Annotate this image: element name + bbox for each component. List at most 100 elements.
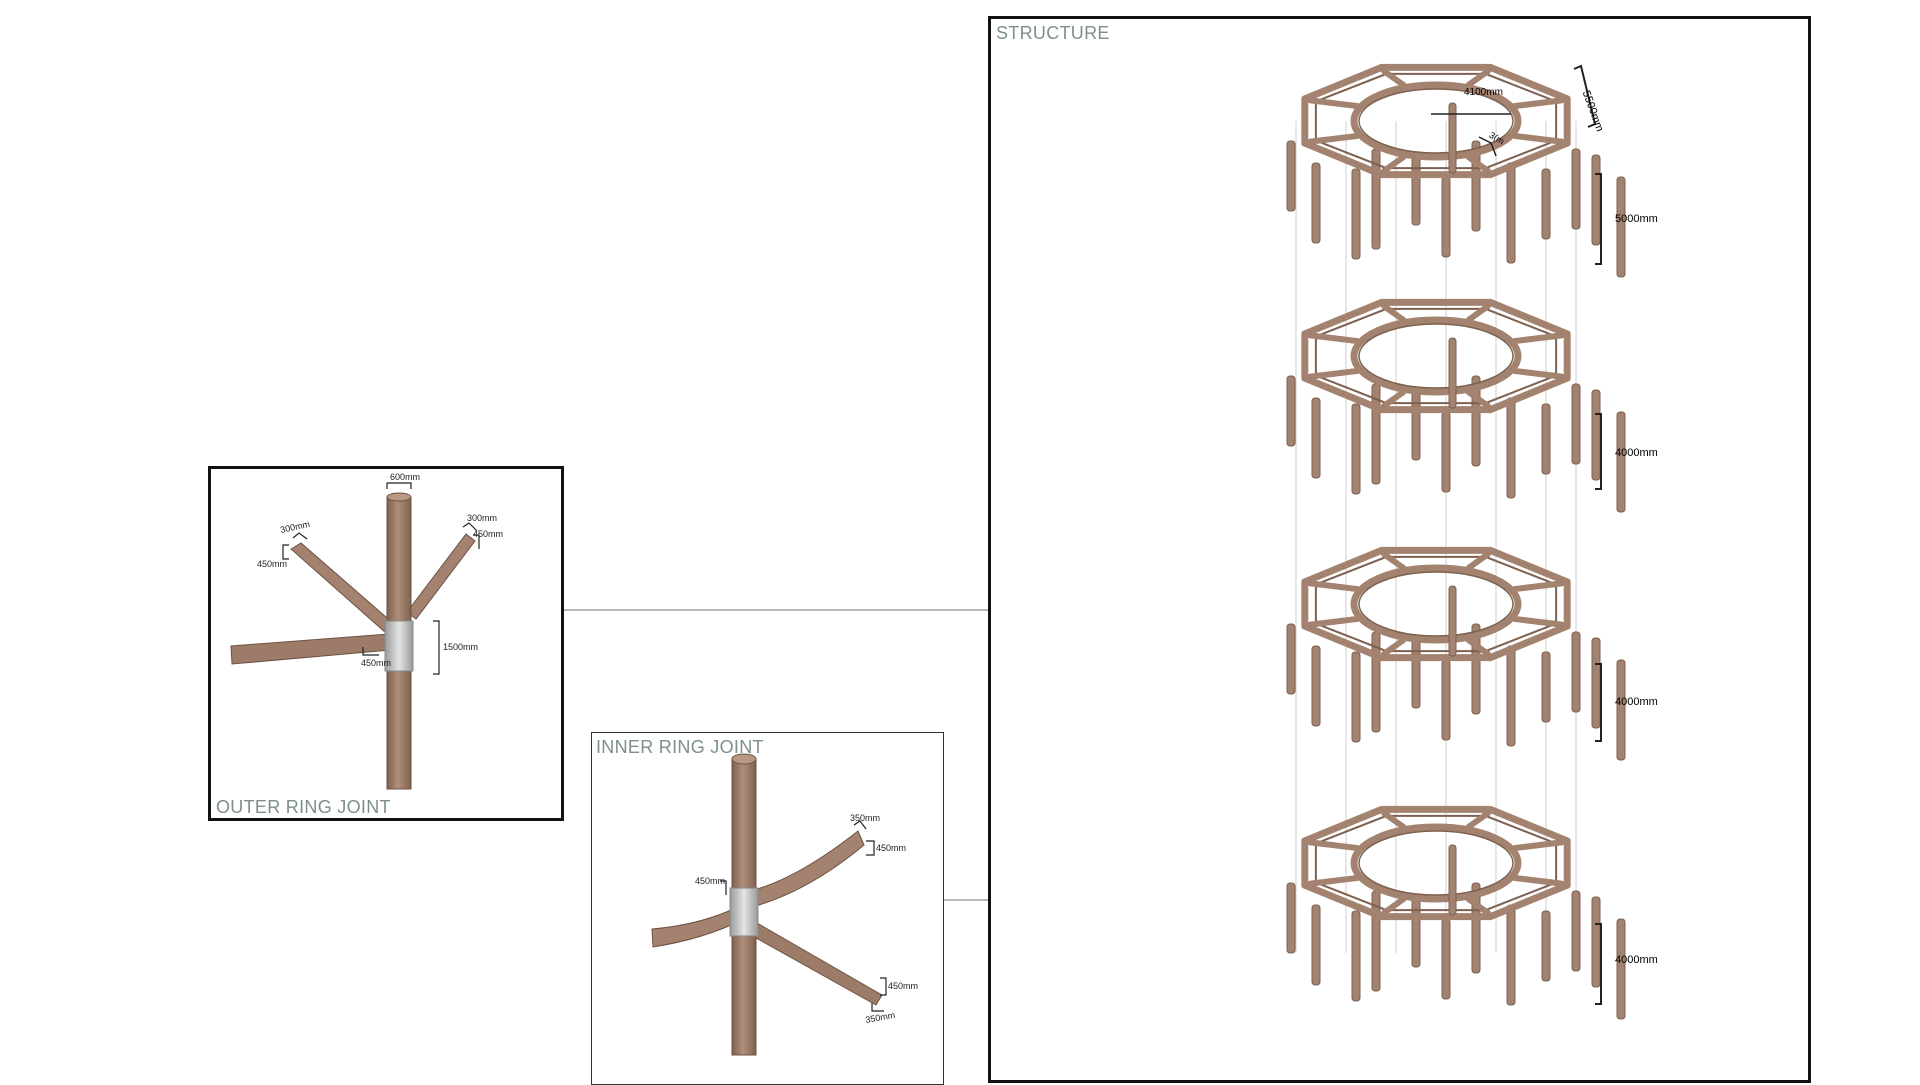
- spoke-t3-7: [1511, 839, 1565, 852]
- dim-diameter: 4100mm: [1464, 87, 1503, 98]
- outer-dim-marks: [282, 482, 480, 675]
- post-t2-1: [1311, 645, 1321, 727]
- inner-ring-t3: [1350, 823, 1522, 903]
- spoke-t3-2: [1380, 896, 1407, 916]
- post-t2-11: [1616, 659, 1626, 761]
- outer-dim-arm-left-a: 300mm: [279, 519, 310, 535]
- outer-ring-t2: [1301, 546, 1571, 662]
- dim-bracket-1: [1595, 413, 1602, 490]
- spoke-t0-5: [1380, 68, 1407, 88]
- outer-dim-sleeve: 1500mm: [443, 642, 478, 652]
- outer-ring-t3: [1301, 805, 1571, 921]
- spoke-t3-0: [1511, 874, 1565, 887]
- post-t2-2: [1351, 651, 1361, 743]
- post-t1-11: [1616, 411, 1626, 513]
- dim-tier2: 4000mm: [1615, 447, 1658, 459]
- inner-dim-arm-bottom-a: 450mm: [888, 981, 918, 991]
- post-t1-8: [1541, 403, 1551, 475]
- spoke-t0-1: [1465, 154, 1492, 174]
- outer-arm-left-upper: [290, 542, 395, 634]
- dim-tier4: 4000mm: [1615, 954, 1658, 966]
- post-t2-4: [1411, 637, 1421, 709]
- outer-dim-top: 600mm: [390, 472, 420, 482]
- spoke-t3-5: [1380, 810, 1407, 830]
- dim-bracket-3: [1595, 923, 1602, 1005]
- spoke-t2-3: [1307, 615, 1361, 628]
- spoke-t1-2: [1380, 389, 1407, 409]
- post-t0-11: [1616, 176, 1626, 278]
- dim-bracket-width: [1573, 64, 1597, 128]
- inner-ring-edge-t3: [1358, 830, 1514, 896]
- inner-ring-t2: [1350, 564, 1522, 644]
- spoke-t0-2: [1380, 154, 1407, 174]
- inner-dim-arm-bottom-b: 350mm: [865, 1010, 896, 1025]
- spoke-t0-7: [1511, 97, 1565, 110]
- inner-dim-marks: [720, 820, 887, 1012]
- inner-steel-sleeve: [729, 887, 759, 937]
- post-t0-9: [1571, 148, 1581, 230]
- center-post-t3: [1448, 844, 1457, 916]
- outer-ring-t0: [1301, 63, 1571, 179]
- inner-joint-drawing: 350mm 450mm 450mm 450mm 350mm: [651, 753, 918, 1056]
- center-post-t0: [1448, 102, 1457, 174]
- spoke-t2-1: [1465, 637, 1492, 657]
- spoke-t1-1: [1465, 389, 1492, 409]
- inner-arm-right: [741, 830, 865, 910]
- post-t3-11: [1616, 918, 1626, 1020]
- inner-dim-sleeve: 450mm: [695, 876, 725, 886]
- spoke-t0-4: [1307, 97, 1361, 110]
- center-post-t2: [1448, 585, 1457, 657]
- post-t0-8: [1541, 168, 1551, 240]
- post-t1-1: [1311, 397, 1321, 479]
- post-t1-5: [1441, 411, 1451, 493]
- post-t0-2: [1351, 168, 1361, 260]
- dim-tier1: 5000mm: [1615, 213, 1658, 225]
- spoke-t2-0: [1511, 615, 1565, 628]
- post-t2-10: [1591, 637, 1601, 729]
- inner-joint-title: INNER RING JOINT: [596, 737, 764, 757]
- inner-ring-t1: [1350, 316, 1522, 396]
- dim-tier3: 4000mm: [1615, 696, 1658, 708]
- post-t1-4: [1411, 389, 1421, 461]
- post-t0-5: [1441, 176, 1451, 258]
- post-t3-10: [1591, 896, 1601, 988]
- post-t2-7: [1506, 645, 1516, 747]
- outer-joint-panel: 600mm 300mm 450mm 300mm 450mm 1500mm 450…: [208, 466, 564, 821]
- spoke-t1-7: [1511, 332, 1565, 345]
- inner-dim-arm-top-b: 450mm: [876, 843, 906, 853]
- spoke-t2-2: [1380, 637, 1407, 657]
- post-t1-7: [1506, 397, 1516, 499]
- post-t0-0: [1286, 140, 1296, 212]
- spoke-t3-4: [1307, 839, 1361, 852]
- inner-ring-edge-t1: [1358, 323, 1514, 389]
- post-t3-1: [1311, 904, 1321, 986]
- dim-bracket-depth: [1478, 136, 1497, 157]
- dim-bracket-2: [1595, 663, 1602, 742]
- structure-title: STRUCTURE: [996, 23, 1110, 43]
- inner-joint-panel: INNER RING JOINT: [591, 732, 944, 1085]
- inner-ring-t0: [1350, 81, 1522, 161]
- outer-dim-arm-right-b: 450mm: [473, 529, 503, 539]
- spoke-t1-0: [1511, 367, 1565, 380]
- outer-joint-title: OUTER RING JOINT: [216, 797, 391, 817]
- post-t0-10: [1591, 154, 1601, 246]
- post-t1-2: [1351, 403, 1361, 495]
- spoke-t3-3: [1307, 874, 1361, 887]
- post-t2-5: [1441, 659, 1451, 741]
- spoke-t1-6: [1465, 303, 1492, 323]
- post-t0-1: [1311, 162, 1321, 244]
- center-post-t1: [1448, 337, 1457, 409]
- post-t3-4: [1411, 896, 1421, 968]
- outer-steel-sleeve: [384, 620, 414, 672]
- inner-dim-arm-top-a: 350mm: [850, 813, 880, 823]
- post-t2-8: [1541, 651, 1551, 723]
- spoke-t2-6: [1465, 551, 1492, 571]
- inner-arm-lower: [739, 918, 883, 1006]
- post-t3-7: [1506, 904, 1516, 1006]
- post-t1-9: [1571, 383, 1581, 465]
- spoke-t1-5: [1380, 303, 1407, 323]
- outer-joint-drawing: 600mm 300mm 450mm 300mm 450mm 1500mm 450…: [230, 472, 503, 790]
- post-t2-0: [1286, 623, 1296, 695]
- spoke-t0-0: [1511, 132, 1565, 145]
- structure-panel: STRUCTURE 4100mm 5500mm 3(m 5000mm 4000m…: [988, 16, 1811, 1083]
